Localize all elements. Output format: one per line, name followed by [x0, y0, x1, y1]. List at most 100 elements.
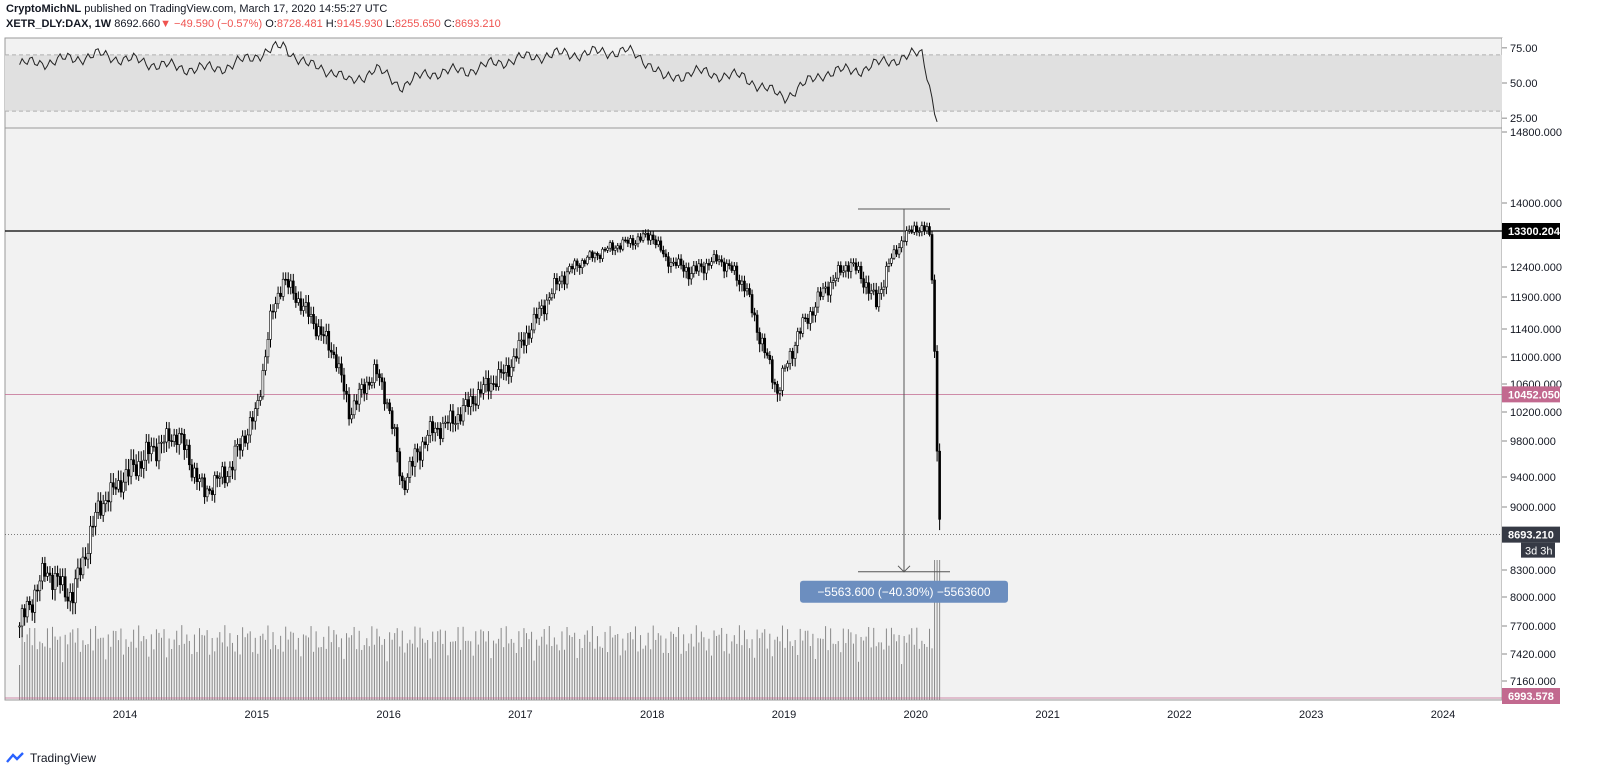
candle-body: [393, 427, 396, 429]
price-axis[interactable]: 14800.000 14000.000 12400.000 11900.000 1140…: [1502, 127, 1600, 704]
candle-body: [30, 604, 34, 613]
candle-body: [221, 466, 224, 478]
candle-body: [418, 451, 422, 461]
time-axis[interactable]: 2014 2015 2016 2017 2018 2019 2020 2021 2022 2023…: [113, 709, 1455, 721]
measure-tool[interactable]: −5563.600 (−40.30%) −5563600: [800, 208, 1008, 603]
price-change: −49.590 (−0.57%): [174, 18, 263, 30]
candle-body: [362, 384, 366, 394]
candle-body: [373, 364, 376, 383]
candle-body: [127, 469, 130, 477]
candle-body: [241, 435, 244, 451]
candle-body: [624, 239, 627, 242]
time-tick-label: 2016: [376, 709, 400, 721]
candle-body: [781, 367, 784, 391]
candle-body: [793, 345, 797, 359]
countdown-badge: [1521, 542, 1555, 558]
volume-bars: [19, 560, 941, 700]
candle-body: [844, 265, 848, 272]
candle-body: [238, 444, 242, 451]
candle-body: [345, 390, 348, 395]
candle-body: [829, 282, 832, 296]
candle-body: [649, 234, 652, 241]
tradingview-brand[interactable]: TradingView: [30, 751, 97, 765]
candle-body: [160, 441, 163, 444]
candle-body: [796, 331, 799, 346]
candle-body: [99, 500, 102, 516]
candle-body: [920, 225, 924, 232]
candle-body: [912, 225, 916, 233]
candle-body: [677, 258, 680, 266]
candle-body: [512, 356, 516, 368]
candle-body: [806, 317, 810, 324]
candle-body: [826, 286, 830, 296]
candle-body: [423, 441, 427, 446]
candle-body: [464, 399, 467, 406]
candle-body: [218, 476, 222, 479]
candle-body: [276, 292, 280, 305]
candle-body: [725, 263, 729, 272]
candle-body: [48, 572, 52, 576]
candle-body: [205, 488, 209, 498]
candle-body: [327, 331, 331, 351]
candle-body: [753, 312, 756, 316]
candle-body: [689, 273, 693, 280]
candle-body: [758, 332, 761, 345]
candle-body: [25, 601, 29, 618]
candle-body: [915, 225, 919, 233]
candle-body: [395, 427, 399, 453]
candle-body: [710, 261, 713, 266]
candle-body: [33, 589, 37, 613]
candle-body: [727, 263, 731, 266]
candle-body: [885, 266, 888, 288]
candle-body: [451, 410, 455, 424]
candle-body: [46, 572, 49, 577]
candle-body: [626, 239, 630, 244]
price-tick-label: 9000.000: [1510, 502, 1556, 514]
price-tick-label: 9400.000: [1510, 472, 1556, 484]
candle-body: [928, 226, 931, 235]
candle-body: [307, 302, 310, 317]
price-pane: [4, 127, 1503, 701]
candle-body: [317, 326, 320, 337]
candle-body: [722, 261, 726, 272]
candle-body: [477, 389, 480, 406]
candle-body: [608, 242, 612, 249]
candle-body: [436, 427, 440, 430]
candle-body: [175, 434, 179, 445]
candle-body: [281, 278, 285, 297]
candle-body: [494, 383, 498, 388]
candle-body: [593, 253, 597, 259]
candle-body: [925, 226, 929, 232]
measure-label-box: [800, 580, 1008, 603]
level-price-label: 13300.204: [1508, 226, 1561, 238]
candle-body: [484, 378, 488, 385]
tradingview-logo-icon[interactable]: [6, 752, 26, 764]
price-tick-label: 7700.000: [1510, 621, 1556, 633]
level-price-badge: [1502, 223, 1560, 239]
candle-body: [286, 278, 290, 288]
candle-body: [616, 245, 620, 249]
candle-body: [413, 448, 417, 467]
candle-body: [545, 299, 549, 315]
level-lines: [5, 230, 1502, 699]
candle-body: [489, 383, 493, 392]
candle-body: [142, 459, 146, 469]
candle-body: [18, 625, 21, 628]
candle-body: [900, 240, 903, 248]
price-tick-label: 11000.000: [1510, 352, 1561, 364]
candle-body: [441, 422, 445, 439]
time-tick-label: 2021: [1035, 709, 1059, 721]
price-tick-label: 8000.000: [1510, 592, 1556, 604]
time-tick-label: 2023: [1299, 709, 1323, 721]
candle-body: [705, 263, 708, 274]
author-name[interactable]: CryptoMichNL: [6, 3, 82, 15]
candle-body: [446, 421, 450, 424]
candle-body: [132, 459, 135, 465]
candle-body: [38, 580, 42, 591]
candle-body: [165, 428, 168, 443]
candle-body: [918, 231, 921, 233]
candle-body: [720, 259, 723, 263]
candle-body: [101, 503, 105, 516]
low-label: L:: [385, 18, 395, 30]
